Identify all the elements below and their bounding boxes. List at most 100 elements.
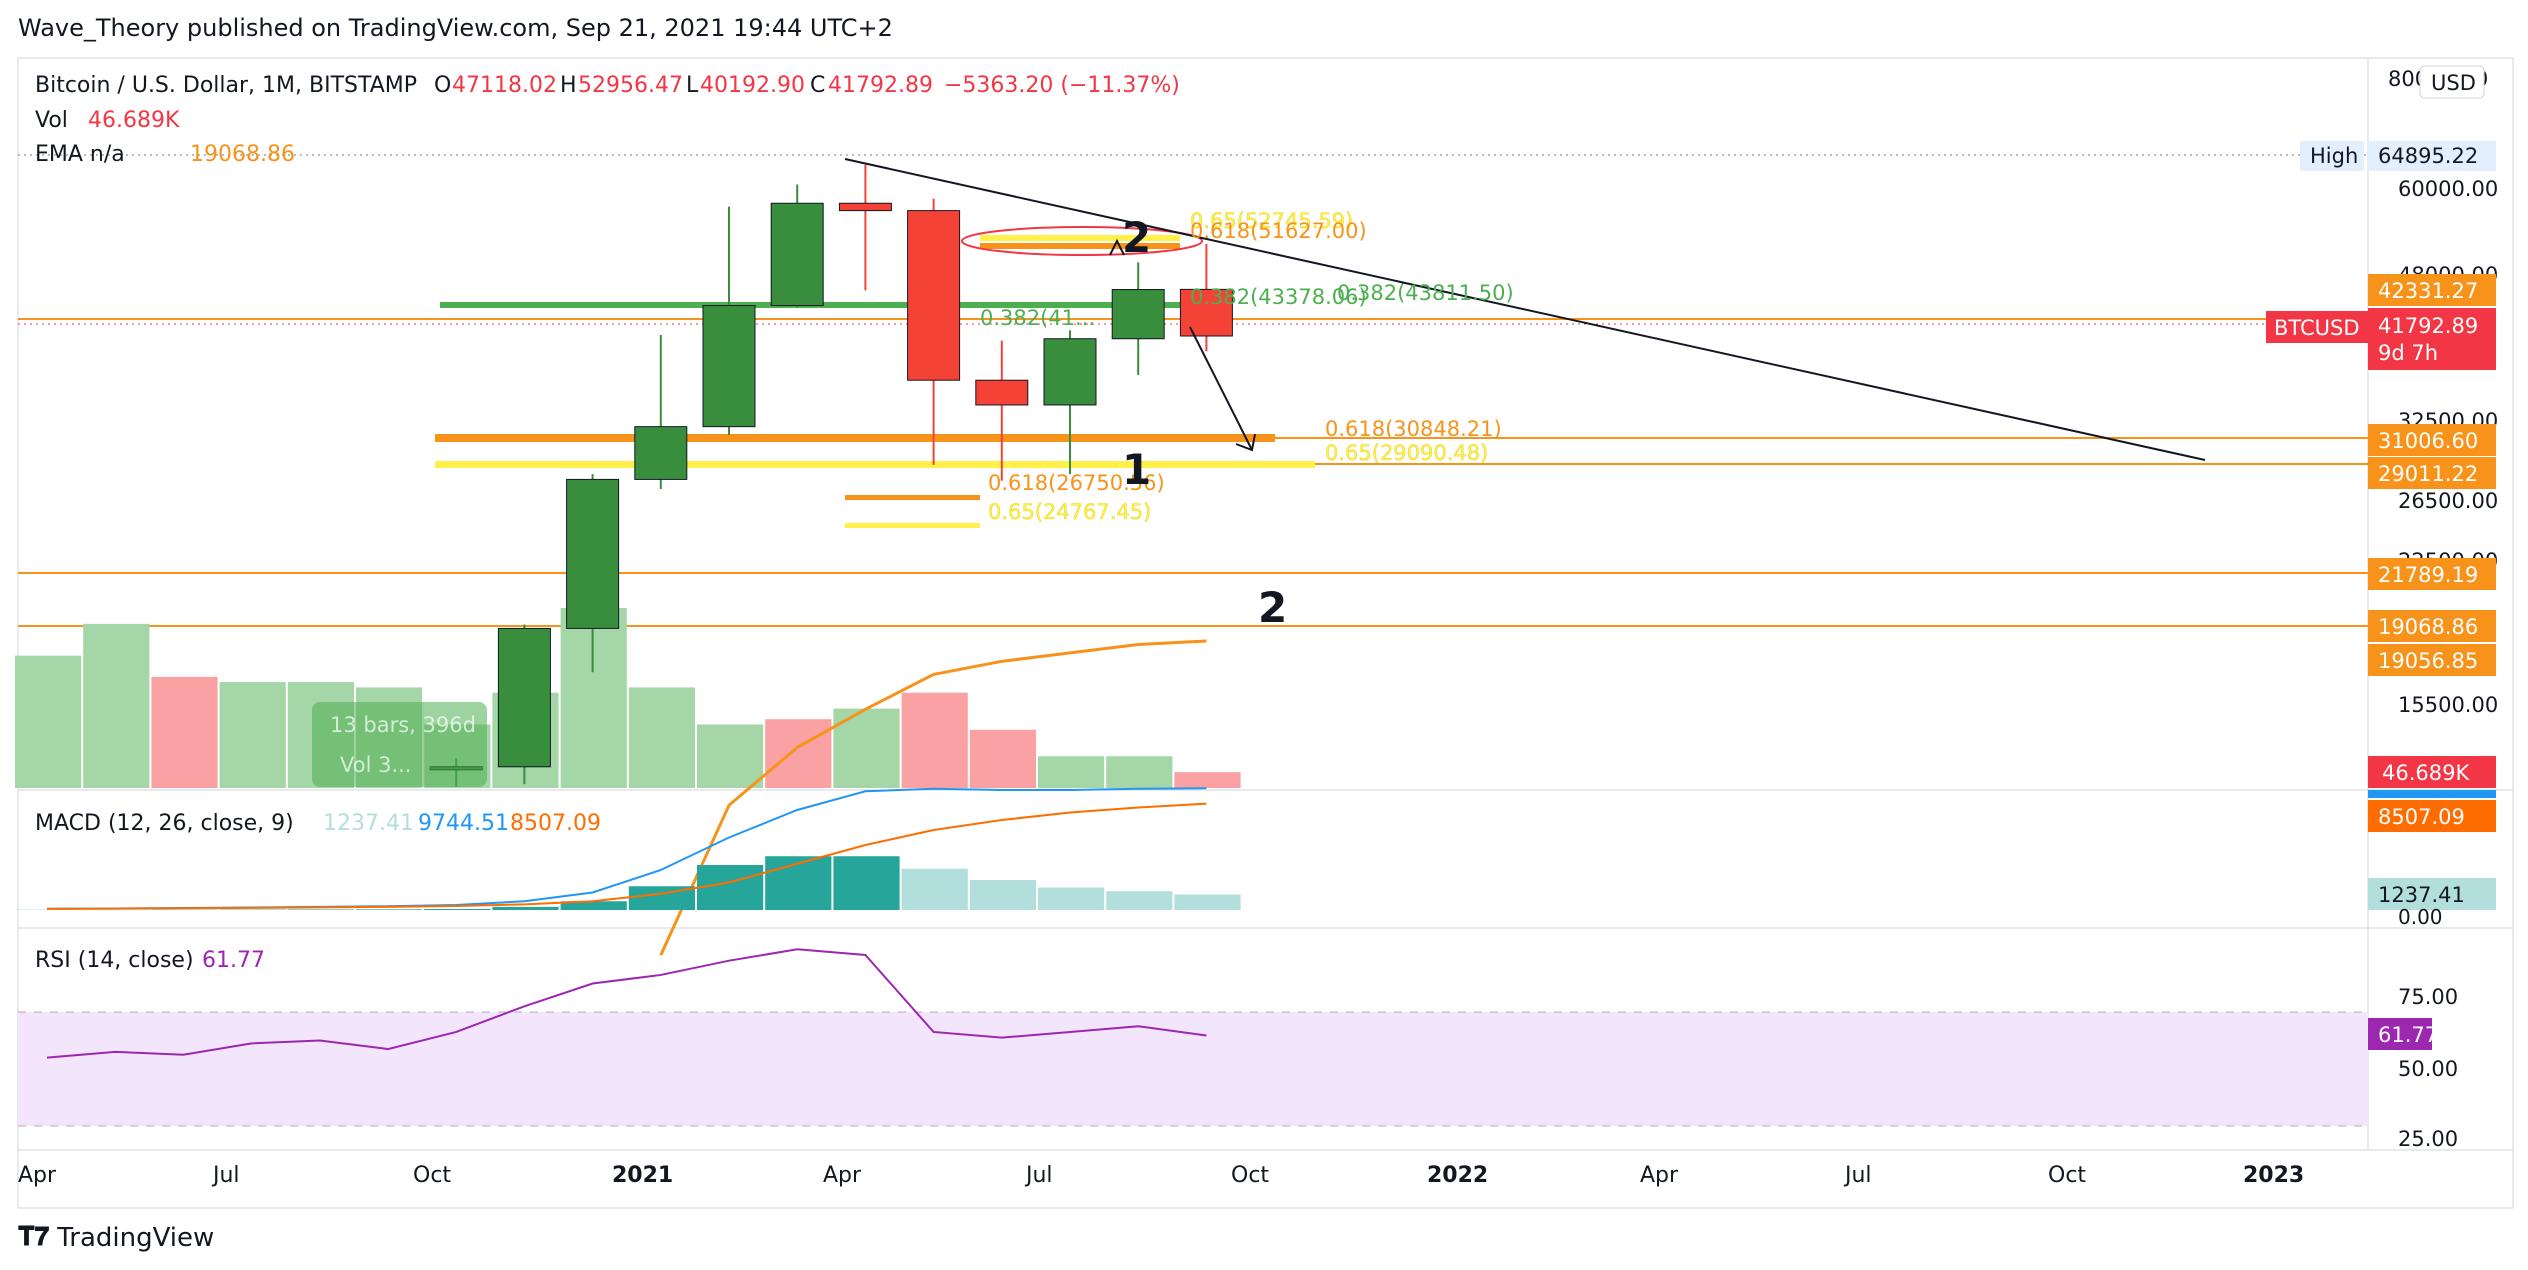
level-tag-21789 <box>2368 558 2496 590</box>
volume-bar <box>1038 756 1105 788</box>
legend-ema: 19068.86 <box>190 142 295 167</box>
price-timer: 9d 7h <box>2378 341 2438 365</box>
published-header: Wave_Theory published on TradingView.com… <box>18 14 893 42</box>
currency-button[interactable] <box>2419 65 2485 99</box>
rsi-tick-50: 50.00 <box>2398 1057 2458 1081</box>
time-tick-jul-2022: Jul <box>1843 1163 1872 1188</box>
macd-hist-bar <box>492 906 559 910</box>
fib-label-top-065: 0.65(52745.59) <box>1190 209 1353 233</box>
rsi-tick-25: 25.00 <box>2398 1127 2458 1151</box>
high-value: 64895.22 <box>2378 144 2478 168</box>
legend-h-label: H <box>560 73 577 98</box>
fib-band-065 <box>435 461 1315 468</box>
projection-arrowhead <box>1235 433 1256 452</box>
btcusd-tag <box>2266 311 2368 343</box>
high-value-tag <box>2368 141 2496 171</box>
time-tick-jul-2020: Jul <box>211 1163 240 1188</box>
volume-bar <box>901 692 968 788</box>
volume-bar <box>697 724 764 788</box>
fib-label-small-065: 0.65(24767.45) <box>988 500 1151 524</box>
up-arrowhead <box>1109 238 1125 256</box>
fib-label-small-0618: 0.618(26750.56) <box>988 471 1165 495</box>
candle-body[interactable] <box>566 478 620 629</box>
level-value-19068: 19068.86 <box>2378 615 2478 639</box>
candle-body[interactable] <box>634 426 688 480</box>
footer-brand[interactable]: 𝐓𝟕 TradingView <box>18 1222 214 1253</box>
footer-brand-label: TradingView <box>57 1222 215 1253</box>
time-tick-jul-2021: Jul <box>1024 1163 1053 1188</box>
macd-hist-bar <box>287 909 354 910</box>
range-vol-text: Vol 3... <box>340 753 411 777</box>
candle-body[interactable] <box>1111 289 1165 340</box>
fib-band-top-0618 <box>980 243 1180 249</box>
price-axis[interactable]: 80000.00 USD 60000.00 48000.00 32500.00 … <box>2266 65 2498 1151</box>
level-tag-19056 <box>2368 644 2496 676</box>
level-tag-42331 <box>2368 274 2496 306</box>
legend-l-label: L <box>686 73 699 98</box>
macd-hist-bar <box>1106 891 1173 910</box>
price-value: 41792.89 <box>2378 314 2478 338</box>
rsi-value: 61.77 <box>202 948 265 973</box>
legend-ema-label: EMA n/a <box>35 142 125 167</box>
rsi-legend: RSI (14, close) 61.77 <box>35 948 265 973</box>
level-tag-19068 <box>2368 610 2496 642</box>
macd-hist-bar <box>424 909 491 910</box>
volume-bar <box>765 719 832 788</box>
level-tag-29011 <box>2368 457 2496 489</box>
candle-body[interactable] <box>702 305 756 428</box>
time-axis[interactable]: Apr Jul Oct 2021 Apr Jul Oct 2022 Apr Ju… <box>18 1163 2304 1188</box>
candle-body[interactable] <box>975 379 1029 406</box>
projection-arrow <box>1189 326 1253 451</box>
candle-body[interactable] <box>1043 338 1097 406</box>
high-label: High <box>2310 144 2358 168</box>
legend-vol: 46.689K <box>88 108 180 133</box>
ema-layer <box>659 639 1207 956</box>
volume-bar <box>219 682 286 788</box>
fib-label-0382-b: 0.382(43811.50) <box>1337 281 1514 305</box>
rsi-tick-75: 75.00 <box>2398 985 2458 1009</box>
legend-symbol: Bitcoin / U.S. Dollar, 1M, BITSTAMP <box>35 73 417 98</box>
macd-hist-bar <box>901 868 968 910</box>
volume-bar <box>969 729 1036 788</box>
candle-body[interactable] <box>1179 288 1233 337</box>
macd-hist-axis-value: 1237.41 <box>2378 883 2465 907</box>
volume-bar <box>560 608 627 788</box>
legend-close: 41792.89 <box>828 73 933 98</box>
price-tick-15500: 15500.00 <box>2398 693 2498 717</box>
candle-body[interactable] <box>907 210 961 381</box>
volume-bar <box>15 655 82 788</box>
range-bars-text: 13 bars, 396d <box>330 713 476 737</box>
macd-hist-bar <box>1038 887 1105 910</box>
time-tick-2021: 2021 <box>612 1163 673 1188</box>
macd-hist-tag <box>2368 878 2496 910</box>
macd-line-value: 9744.51 <box>418 811 509 836</box>
legend-high: 52956.47 <box>578 73 683 98</box>
candle-body[interactable] <box>838 202 892 212</box>
wave-label-2-top: 2 <box>1122 213 1151 262</box>
trend-line <box>844 158 2206 461</box>
level-value-29011: 29011.22 <box>2378 462 2478 486</box>
legend-change: −5363.20 (−11.37%) <box>944 73 1180 98</box>
candle-body[interactable] <box>770 202 824 307</box>
range-measure-box[interactable] <box>312 702 487 787</box>
rsi-title: RSI (14, close) <box>35 948 194 973</box>
macd-hist-bar <box>560 901 627 910</box>
fib-label-0382-a: 0.382(43378.06) <box>1190 285 1367 309</box>
macd-signal-line <box>46 802 1207 910</box>
candle-body[interactable] <box>497 627 551 768</box>
currency-label: USD <box>2431 71 2476 95</box>
wave-label-1: 1 <box>1122 445 1151 494</box>
macd-hist-bar <box>697 865 764 910</box>
level-tag-31006 <box>2368 424 2496 456</box>
legend-low: 40192.90 <box>700 73 805 98</box>
volume-bar <box>1174 772 1241 788</box>
main-legend: Bitcoin / U.S. Dollar, 1M, BITSTAMP O 47… <box>35 73 1180 167</box>
rsi-band <box>18 1012 2368 1126</box>
level-value-19056: 19056.85 <box>2378 649 2478 673</box>
macd-layer <box>15 787 1241 910</box>
highlight-ellipse <box>961 226 1203 256</box>
rsi-layer <box>46 948 1207 1059</box>
time-tick-2023: 2023 <box>2243 1163 2304 1188</box>
